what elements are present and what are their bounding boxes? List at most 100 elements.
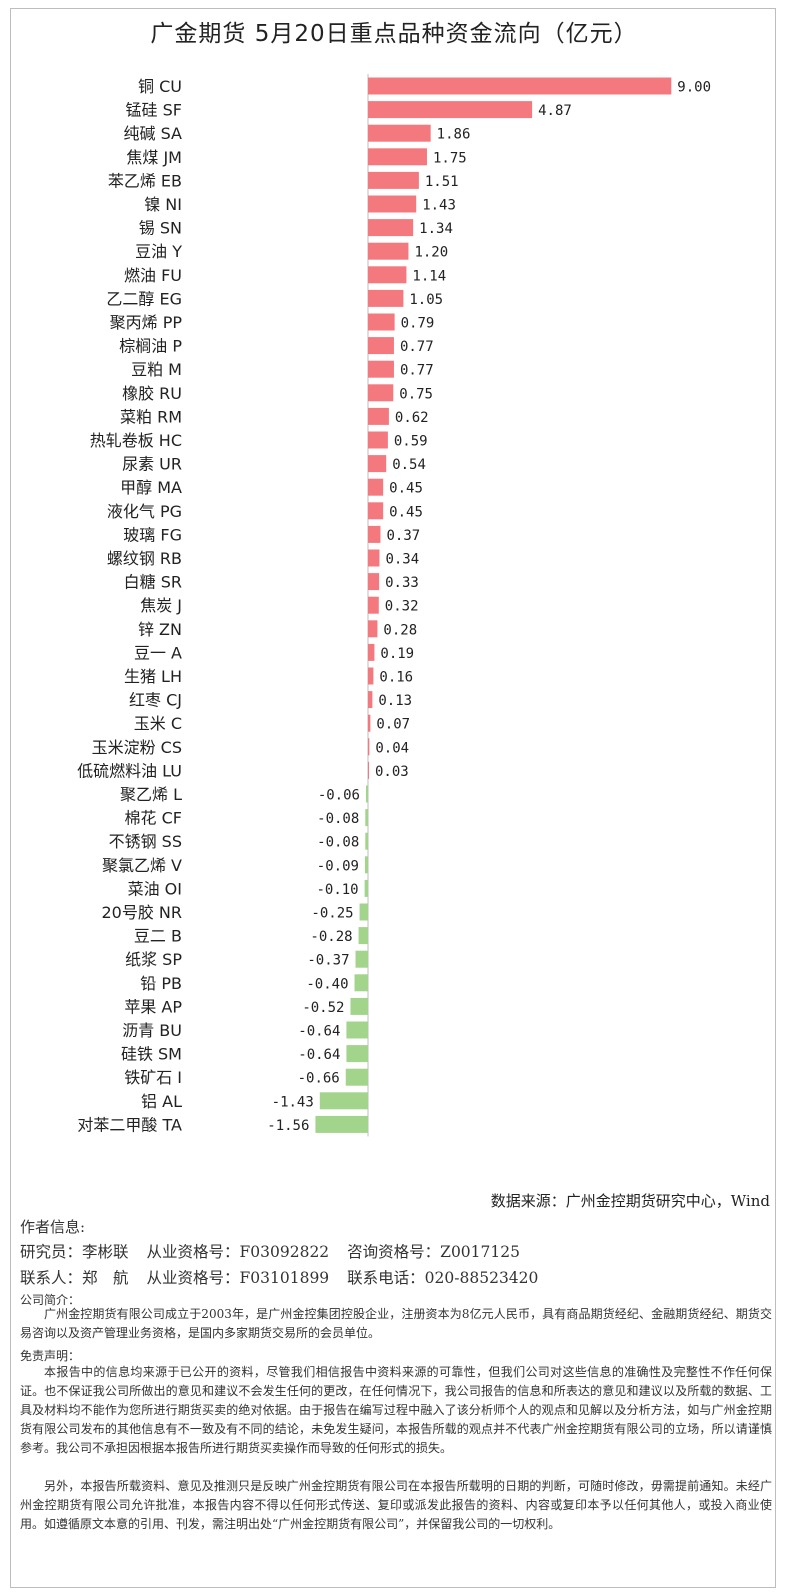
- value-label: 1.20: [414, 245, 448, 261]
- category-label: 聚氯乙烯 V: [102, 856, 182, 875]
- bar: [368, 431, 388, 449]
- value-label: -0.06: [318, 788, 360, 804]
- value-label: 0.54: [392, 457, 426, 473]
- value-label: 0.19: [380, 646, 414, 662]
- company-heading: 公司简介：: [20, 1293, 81, 1307]
- value-label: 0.77: [400, 339, 434, 355]
- bar: [368, 714, 371, 732]
- analyst-name: 研究员：李彬联: [20, 1243, 129, 1261]
- category-label: 菜粕 RM: [120, 407, 182, 426]
- value-label: 9.00: [677, 80, 711, 96]
- bar: [368, 171, 419, 189]
- category-label: 纸浆 SP: [125, 950, 182, 969]
- value-label: 0.75: [399, 386, 433, 402]
- category-label: 豆粕 M: [131, 360, 182, 379]
- bar: [368, 643, 375, 661]
- bar: [368, 337, 394, 355]
- bar: [368, 502, 384, 520]
- category-label: 玉米 C: [134, 714, 182, 733]
- bar: [368, 525, 381, 543]
- bar: [368, 549, 380, 567]
- value-label: 0.28: [383, 622, 417, 638]
- category-label: 聚丙烯 PP: [110, 313, 183, 332]
- category-label: 棕榈油 P: [119, 337, 182, 356]
- value-label: 1.75: [433, 150, 467, 166]
- company-intro: 广州金控期货有限公司成立于2003年，是广州金控集团控股企业，注册资本为8亿元人…: [20, 1307, 772, 1340]
- contact-qualification: 从业资格号：F03101899: [146, 1269, 330, 1287]
- category-label: 沥青 BU: [122, 1021, 182, 1040]
- disclaimer-paragraph-2: 另外，本报告所载资料、意见及推测只是反映广州金控期货有限公司在本报告所载明的日期…: [20, 1479, 772, 1531]
- category-label: 生猪 LH: [124, 667, 182, 686]
- value-label: 1.43: [422, 198, 456, 214]
- value-label: 0.37: [386, 528, 420, 544]
- bar: [368, 124, 431, 142]
- bar: [368, 667, 374, 685]
- category-label: 红枣 CJ: [129, 691, 182, 710]
- bar: [359, 903, 368, 921]
- bar: [368, 455, 387, 473]
- value-label: 1.86: [437, 127, 471, 143]
- category-label: 20号胶 NR: [101, 903, 182, 922]
- value-label: -1.43: [272, 1094, 314, 1110]
- bar: [364, 856, 368, 874]
- category-label: 苯乙烯 EB: [108, 171, 182, 190]
- category-label: 豆一 A: [134, 643, 182, 662]
- category-label: 豆二 B: [134, 927, 182, 946]
- category-label: 锰硅 SF: [126, 101, 182, 120]
- value-label: -0.25: [311, 906, 353, 922]
- category-label: 铅 PB: [140, 974, 182, 993]
- category-label: 棉花 CF: [125, 809, 182, 828]
- category-label: 铜 CU: [138, 77, 182, 96]
- category-label: 豆油 Y: [135, 242, 182, 261]
- value-label: -0.52: [302, 1000, 344, 1016]
- category-label: 玉米淀粉 CS: [92, 738, 182, 757]
- bar: [368, 573, 380, 591]
- category-label: 燃油 FU: [124, 266, 182, 285]
- value-label: -0.37: [307, 953, 349, 969]
- bar: [368, 738, 370, 756]
- bar: [365, 832, 368, 850]
- category-label: 对苯二甲酸 TA: [77, 1115, 182, 1134]
- value-label: 0.04: [375, 740, 409, 756]
- bar: [368, 761, 370, 779]
- value-label: -0.40: [306, 976, 348, 992]
- value-label: 0.62: [395, 410, 429, 426]
- value-label: 0.32: [385, 599, 419, 615]
- value-label: -0.08: [317, 811, 359, 827]
- bar: [368, 360, 394, 378]
- bar: [368, 620, 378, 638]
- analyst-consult-qualification: 咨询资格号：Z0017125: [347, 1243, 520, 1261]
- category-label: 焦煤 JM: [126, 148, 182, 167]
- value-label: 0.59: [394, 434, 428, 450]
- bar: [368, 691, 373, 709]
- category-label: 铝 AL: [141, 1092, 182, 1111]
- bar: [368, 289, 404, 307]
- bar: [346, 1021, 368, 1039]
- category-label: 菜油 OI: [128, 879, 182, 898]
- bar: [368, 266, 407, 284]
- bar: [368, 195, 417, 213]
- value-label: 0.33: [385, 575, 419, 591]
- bar: [355, 950, 368, 968]
- value-label: 1.34: [419, 221, 453, 237]
- bar: [365, 785, 368, 803]
- bar: [368, 101, 533, 119]
- bar: [368, 313, 395, 331]
- value-label: 1.14: [412, 268, 446, 284]
- category-label: 低硫燃料油 LU: [77, 761, 182, 780]
- category-label: 锡 SN: [139, 219, 182, 238]
- value-label: -0.64: [298, 1024, 340, 1040]
- value-label: -0.66: [298, 1071, 340, 1087]
- value-label: 0.07: [376, 717, 410, 733]
- value-label: 0.45: [389, 481, 423, 497]
- bar: [364, 879, 368, 897]
- category-label: 硅铁 SM: [121, 1045, 182, 1064]
- contact-row: 联系人：郑 航从业资格号：F03101899 联系电话：020-88523420: [20, 1266, 538, 1288]
- value-label: -0.64: [298, 1047, 340, 1063]
- category-label: 铁矿石 I: [124, 1068, 182, 1087]
- bar: [315, 1115, 368, 1133]
- category-label: 橡胶 RU: [122, 384, 182, 403]
- bar: [365, 809, 368, 827]
- value-label: -1.56: [267, 1118, 309, 1134]
- chart-frame: [10, 8, 776, 1588]
